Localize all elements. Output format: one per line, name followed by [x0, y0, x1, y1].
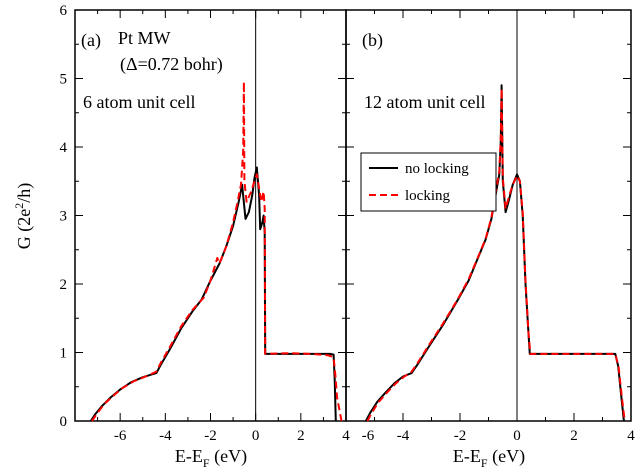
panel-a-series-no-locking [89, 166, 337, 422]
panel-a-xtick-label: -2 [204, 428, 217, 444]
panel-b-xtick-label: -2 [454, 428, 467, 444]
panel-a-xtick-label: -6 [114, 428, 127, 444]
ytick-label: 4 [60, 140, 68, 156]
panel-b-series [365, 84, 626, 422]
panel-b-cell-size: 12 atom unit cell [364, 92, 485, 112]
panel-b: -6 -4 -2 0 2 4 (b) 12 atom unit cell no locki… [345, 9, 635, 470]
panel-b-xtick-label: -6 [362, 428, 375, 444]
legend-label-no-locking: no locking [405, 161, 469, 177]
legend-box [360, 152, 497, 212]
panel-b-x-label-tail: (eV) [488, 446, 525, 467]
panel-b-x-label-sub: F [481, 456, 488, 470]
panel-a-x-axis-label: E-EF (eV) [175, 446, 247, 470]
panel-b-x-axis-label: E-EF (eV) [453, 446, 525, 470]
panel-b-xtick-label: -4 [397, 428, 410, 444]
panel-a-xtick-label: 0 [252, 428, 260, 444]
panel-b-xtick-label: 0 [513, 428, 521, 444]
panel-a-xtick-label: 4 [342, 428, 350, 444]
ytick-label: 5 [60, 72, 68, 88]
panel-b-ticks: -6 -4 -2 0 2 4 [346, 9, 635, 444]
panel-a-delta: (Δ=0.72 bohr) [120, 54, 223, 75]
panel-a-xtick-label: 2 [297, 428, 305, 444]
ytick-label: 1 [60, 346, 68, 362]
panel-a-series-locking [91, 80, 343, 422]
y-axis-label-tail: /h) [14, 183, 35, 203]
legend: no locking locking [360, 152, 497, 212]
ytick-label: 2 [60, 277, 68, 293]
panel-a-material: Pt MW [118, 28, 171, 48]
panel-b-x-label-main: E-E [453, 446, 481, 466]
panel-a-series [89, 80, 343, 422]
panel-a-xtick-label: -4 [159, 428, 172, 444]
ytick-label: 6 [60, 3, 68, 19]
panel-a-x-label-sub: F [203, 456, 210, 470]
legend-label-locking: locking [405, 188, 450, 204]
y-axis-label: G (2e2/h) [12, 183, 35, 249]
panel-b-xtick-label: 4 [627, 428, 635, 444]
panel-b-series-locking [366, 87, 626, 422]
panel-a-label: (a) [81, 30, 101, 51]
panel-b-label: (b) [362, 30, 383, 51]
panel-b-series-no-locking [365, 84, 625, 422]
ytick-label: 0 [60, 414, 68, 430]
panel-a: -6 -4 -2 0 2 4 0 1 2 3 4 5 6 (a) Pt MW (Δ=0.72 bohr)… [12, 3, 350, 470]
panel-a-x-label-main: E-E [175, 446, 203, 466]
ytick-label: 3 [60, 209, 68, 225]
y-axis-label-sup: 2 [12, 203, 26, 209]
panel-b-xtick-label: 2 [570, 428, 578, 444]
y-axis-label-main: G (2e [14, 209, 35, 249]
panel-b-frame [345, 9, 632, 422]
panel-a-x-label-tail: (eV) [210, 446, 247, 467]
panel-a-cell-size: 6 atom unit cell [83, 92, 195, 112]
